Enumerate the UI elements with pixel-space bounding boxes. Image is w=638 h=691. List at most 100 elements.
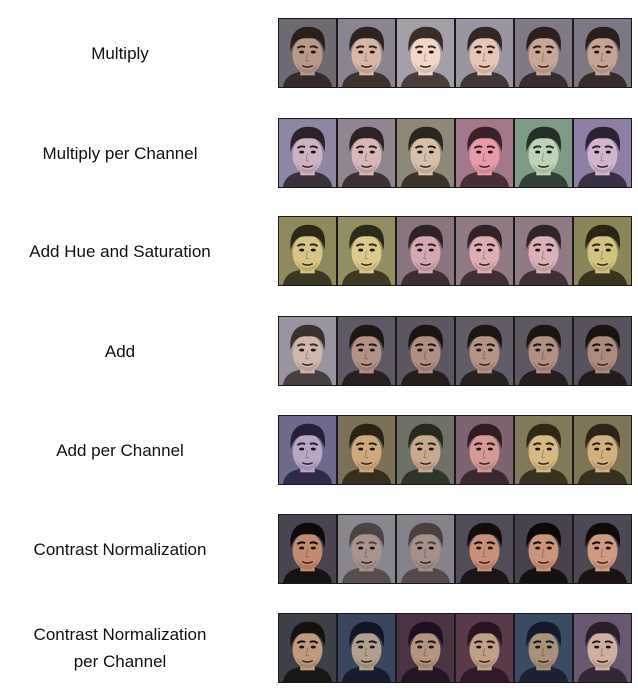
face-eye-left <box>417 151 422 154</box>
face-eye-right <box>429 547 434 550</box>
row-label-line: Contrast Normalization <box>34 621 207 648</box>
face-eye-left <box>299 349 304 352</box>
face-thumbnail <box>337 118 396 188</box>
face-eye-right <box>606 51 611 54</box>
face-eye-left <box>358 646 363 649</box>
augmentation-row: Contrast Normalization per Channel <box>0 613 638 683</box>
face-thumbnail <box>396 514 455 584</box>
face-thumbnail <box>455 613 514 683</box>
face-eye-right <box>547 646 552 649</box>
face-eye-left <box>358 51 363 54</box>
face-thumbnail <box>573 415 632 485</box>
face-eye-right <box>311 547 316 550</box>
face-eye-left <box>535 51 540 54</box>
face-eye-left <box>594 51 599 54</box>
face-eye-right <box>370 646 375 649</box>
face-eye-right <box>429 448 434 451</box>
face-thumbnail <box>573 613 632 683</box>
row-label: Add per Channel <box>0 415 240 485</box>
face-thumbnail <box>455 118 514 188</box>
face-eye-left <box>476 51 481 54</box>
face-thumbnail <box>396 18 455 88</box>
face-eye-left <box>358 249 363 252</box>
face-eye-left <box>476 448 481 451</box>
face-eye-right <box>547 51 552 54</box>
face-eye-left <box>417 349 422 352</box>
face-thumbnail <box>514 118 573 188</box>
face-eye-left <box>417 51 422 54</box>
face-eye-right <box>488 349 493 352</box>
face-thumbnail <box>573 118 632 188</box>
face-eye-right <box>547 151 552 154</box>
face-eye-left <box>535 448 540 451</box>
face-eye-right <box>311 51 316 54</box>
face-eye-left <box>594 151 599 154</box>
face-eye-right <box>429 249 434 252</box>
face-thumbnail <box>278 316 337 386</box>
face-thumbnail <box>396 216 455 286</box>
row-label: Multiply <box>0 18 240 88</box>
face-thumbnail <box>278 514 337 584</box>
face-thumbnail <box>278 18 337 88</box>
face-eye-left <box>476 151 481 154</box>
face-strip <box>278 514 632 584</box>
face-eye-left <box>417 448 422 451</box>
row-label-line: per Channel <box>34 648 207 675</box>
face-eye-left <box>476 646 481 649</box>
face-strip <box>278 118 632 188</box>
face-eye-left <box>358 448 363 451</box>
face-thumbnail <box>573 18 632 88</box>
face-eye-left <box>299 249 304 252</box>
face-eye-left <box>476 349 481 352</box>
augmentation-row: Contrast Normalization <box>0 514 638 584</box>
face-thumbnail <box>573 316 632 386</box>
face-thumbnail <box>337 18 396 88</box>
face-thumbnail <box>396 613 455 683</box>
face-eye-left <box>417 249 422 252</box>
face-eye-right <box>488 448 493 451</box>
face-eye-right <box>311 646 316 649</box>
face-eye-left <box>299 448 304 451</box>
face-thumbnail <box>278 118 337 188</box>
face-strip <box>278 18 632 88</box>
face-eye-right <box>606 151 611 154</box>
face-thumbnail <box>573 216 632 286</box>
face-eye-left <box>535 547 540 550</box>
face-eye-right <box>370 349 375 352</box>
face-eye-left <box>299 646 304 649</box>
face-thumbnail <box>514 613 573 683</box>
face-thumbnail <box>455 415 514 485</box>
face-eye-right <box>311 349 316 352</box>
face-eye-right <box>370 448 375 451</box>
augmentation-row: Multiply <box>0 18 638 88</box>
face-eye-right <box>429 646 434 649</box>
face-thumbnail <box>396 118 455 188</box>
face-thumbnail <box>337 415 396 485</box>
face-thumbnail <box>278 216 337 286</box>
face-strip <box>278 415 632 485</box>
face-eye-right <box>311 151 316 154</box>
face-thumbnail <box>278 415 337 485</box>
face-eye-right <box>370 51 375 54</box>
face-eye-left <box>594 349 599 352</box>
face-eye-left <box>594 646 599 649</box>
face-thumbnail <box>337 514 396 584</box>
face-thumbnail <box>337 316 396 386</box>
face-thumbnail <box>337 613 396 683</box>
face-eye-right <box>488 249 493 252</box>
face-strip <box>278 613 632 683</box>
row-label: Multiply per Channel <box>0 118 240 188</box>
face-eye-right <box>547 249 552 252</box>
face-eye-right <box>370 547 375 550</box>
face-eye-right <box>488 646 493 649</box>
face-eye-right <box>606 448 611 451</box>
face-eye-right <box>547 448 552 451</box>
augmentation-row: Add <box>0 316 638 386</box>
face-eye-right <box>606 547 611 550</box>
face-eye-left <box>594 547 599 550</box>
face-thumbnail <box>455 216 514 286</box>
face-eye-right <box>429 51 434 54</box>
face-thumbnail <box>514 316 573 386</box>
face-thumbnail <box>573 514 632 584</box>
face-eye-right <box>311 448 316 451</box>
